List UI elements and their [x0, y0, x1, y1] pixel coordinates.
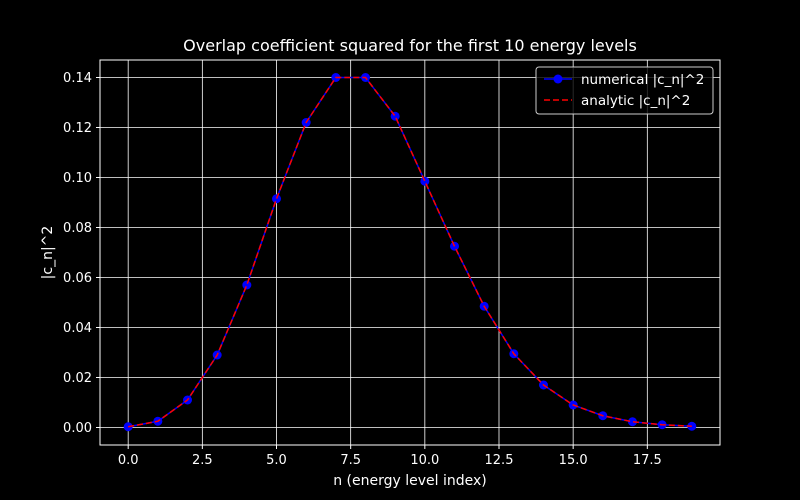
y-tick-label: 0.14: [63, 71, 92, 86]
x-tick-label: 17.5: [633, 453, 662, 468]
series-line-numerical: [128, 76, 692, 428]
y-tick-label: 0.02: [63, 371, 92, 386]
data-point-numerical: [242, 280, 252, 290]
x-tick-label: 10.0: [410, 453, 439, 468]
y-tick-label: 0.08: [63, 221, 92, 236]
data-point-numerical: [272, 194, 282, 204]
x-tick-label: 7.5: [340, 453, 361, 468]
grid-layer: [100, 60, 720, 445]
data-point-numerical: [627, 417, 637, 427]
x-tick-label: 5.0: [266, 453, 287, 468]
chart-title: Overlap coefficient squared for the firs…: [183, 36, 637, 55]
legend-marker-numerical: [553, 74, 563, 84]
legend-box: [535, 66, 714, 115]
y-tick-label: 0.06: [63, 271, 92, 286]
x-tick-label: 0.0: [118, 453, 139, 468]
tick-layer: 0.0 2.5 5.0 7.5 10.0 12.5 15.0 17.5 0.00 0.02 0.04…: [63, 71, 662, 468]
series-layer: [123, 73, 697, 432]
y-tick-label: 0.10: [63, 171, 92, 186]
y-axis-label: |c_n|^2: [40, 226, 56, 280]
x-tick-label: 12.5: [485, 453, 514, 468]
axes-frame: [99, 59, 721, 446]
y-tick-label: 0.12: [63, 121, 92, 136]
y-tick-label: 0.04: [63, 321, 92, 336]
y-tick-label: 0.00: [63, 421, 92, 436]
x-tick-label: 2.5: [192, 453, 213, 468]
x-tick-label: 15.0: [559, 453, 588, 468]
x-axis-label: n (energy level index): [333, 473, 487, 489]
legend-label-analytic: analytic |c_n|^2: [581, 93, 690, 109]
legend-label-numerical: numerical |c_n|^2: [581, 72, 704, 88]
legend: numerical |c_n|^2 analytic |c_n|^2: [535, 66, 714, 115]
data-point-numerical: [420, 176, 430, 186]
